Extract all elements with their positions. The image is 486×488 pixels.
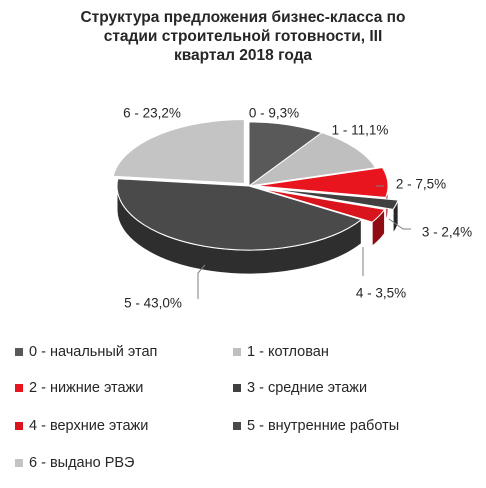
- pie-slice: [255, 167, 389, 198]
- data-label: 0 - 9,3%: [249, 106, 299, 121]
- legend-swatch: [15, 384, 23, 392]
- legend-swatch: [233, 422, 241, 430]
- legend-label: 0 - начальный этап: [29, 344, 158, 360]
- legend-item: 3 - средние этажи: [233, 378, 367, 398]
- leader-line: [197, 264, 206, 299]
- data-label: 4 - 3,5%: [356, 286, 406, 301]
- chart-title: Структура предложения бизнес-класса по с…: [80, 9, 406, 64]
- legend: 0 - начальный этап 1 - котлован 2 - нижние…: [0, 336, 486, 486]
- legend-item: 4 - верхние этажи: [15, 416, 148, 436]
- legend-label: 1 - котлован: [247, 344, 329, 360]
- legend-label: 5 - внутренние работы: [247, 418, 400, 434]
- data-label: 1 - 11,1%: [332, 123, 389, 138]
- legend-label: 4 - верхние этажи: [29, 418, 149, 434]
- pie-slice: [259, 187, 386, 223]
- leader-lines: [197, 185, 411, 299]
- pie-slices: [112, 118, 399, 275]
- legend-item: 1 - котлован: [233, 342, 329, 362]
- legend-label: 6 - выдано РВЭ: [29, 455, 135, 471]
- pie-chart: 0 - 9,3% 1 - 11,1% 2 - 7,5% 3 - 2,4% 4 - 3,5…: [112, 106, 472, 311]
- legend-swatch: [15, 422, 23, 430]
- legend-item: 5 - внутренние работы: [233, 416, 399, 436]
- pie-slice: [248, 121, 323, 187]
- legend-item: 6 - выдано РВЭ: [15, 453, 134, 473]
- legend-item: 0 - начальный этап: [15, 342, 157, 362]
- data-label: 2 - 7,5%: [396, 177, 446, 192]
- pie-slice: [112, 118, 245, 184]
- legend-swatch: [233, 348, 241, 356]
- legend-item: 2 - нижние этажи: [15, 378, 143, 398]
- leader-line: [388, 218, 411, 230]
- legend-label: 2 - нижние этажи: [29, 380, 144, 396]
- pie-slice: [248, 132, 377, 187]
- pie-slice: [116, 178, 362, 251]
- data-label: 3 - 2,4%: [422, 225, 472, 240]
- legend-swatch: [15, 348, 23, 356]
- pie-slice: [267, 187, 399, 210]
- data-labels: 0 - 9,3% 1 - 11,1% 2 - 7,5% 3 - 2,4% 4 - 3,5…: [123, 106, 472, 311]
- legend-swatch: [15, 459, 23, 467]
- legend-swatch: [233, 384, 241, 392]
- data-label: 5 - 43,0%: [124, 296, 182, 311]
- legend-label: 3 - средние этажи: [247, 380, 368, 396]
- data-label: 6 - 23,2%: [123, 106, 181, 121]
